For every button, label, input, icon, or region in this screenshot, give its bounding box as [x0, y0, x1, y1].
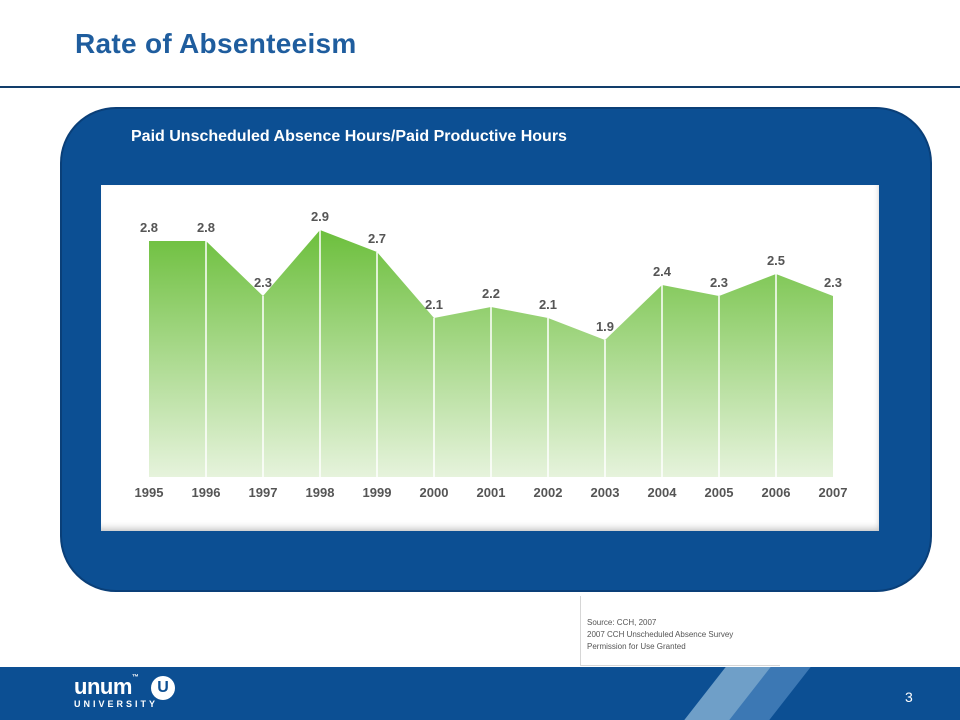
- data-label: 2.5: [767, 253, 785, 268]
- brand-badge-icon: U: [151, 676, 175, 700]
- x-tick-label: 2001: [477, 485, 506, 500]
- unum-university-logo: unum™ UNIVERSITY U: [74, 674, 184, 718]
- data-label: 2.3: [824, 275, 842, 290]
- data-label: 2.8: [140, 220, 158, 235]
- brand-subtitle: UNIVERSITY: [74, 699, 159, 709]
- x-tick-label: 2002: [534, 485, 563, 500]
- data-label: 2.9: [311, 209, 329, 224]
- brand-wordmark: unum™: [74, 674, 139, 699]
- source-line: 2007 CCH Unscheduled Absence Survey: [587, 630, 734, 639]
- data-label: 1.9: [596, 319, 614, 334]
- x-tick-label: 2000: [420, 485, 449, 500]
- x-tick-label: 1998: [306, 485, 335, 500]
- data-label: 2.1: [425, 297, 443, 312]
- x-tick-label: 2007: [819, 485, 848, 500]
- data-label: 2.4: [653, 264, 672, 279]
- x-tick-label: 2004: [648, 485, 678, 500]
- data-label: 2.3: [710, 275, 728, 290]
- data-label: 2.1: [539, 297, 557, 312]
- x-tick-label: 2006: [762, 485, 791, 500]
- x-tick-label: 1997: [249, 485, 278, 500]
- data-label: 2.8: [197, 220, 215, 235]
- x-tick-label: 1995: [135, 485, 164, 500]
- page-title: Rate of Absenteeism: [75, 28, 357, 59]
- source-note: Source: CCH, 2007 2007 CCH Unscheduled A…: [580, 596, 780, 666]
- data-label: 2.7: [368, 231, 386, 246]
- x-tick-label: 1996: [192, 485, 221, 500]
- data-label: 2.3: [254, 275, 272, 290]
- source-line: Permission for Use Granted: [587, 642, 686, 651]
- x-tick-label: 2005: [705, 485, 734, 500]
- chart-card: 2.8 2.8 2.3 2.9 2.7 2.1 2.2 2.1 1.9 2.4 2.3 2.5 2.3 …: [101, 185, 879, 531]
- x-tick-label: 2003: [591, 485, 620, 500]
- chart-title: Paid Unscheduled Absence Hours/Paid Prod…: [131, 128, 567, 145]
- data-label: 2.2: [482, 286, 500, 301]
- x-tick-label: 1999: [363, 485, 392, 500]
- absenteeism-area-chart: 2.8 2.82.32.92.72.12.22.11.92.42.32.52.3 …: [135, 209, 848, 500]
- source-line: Source: CCH, 2007: [587, 618, 657, 627]
- title-divider: [0, 86, 960, 88]
- page-number: 3: [905, 689, 913, 705]
